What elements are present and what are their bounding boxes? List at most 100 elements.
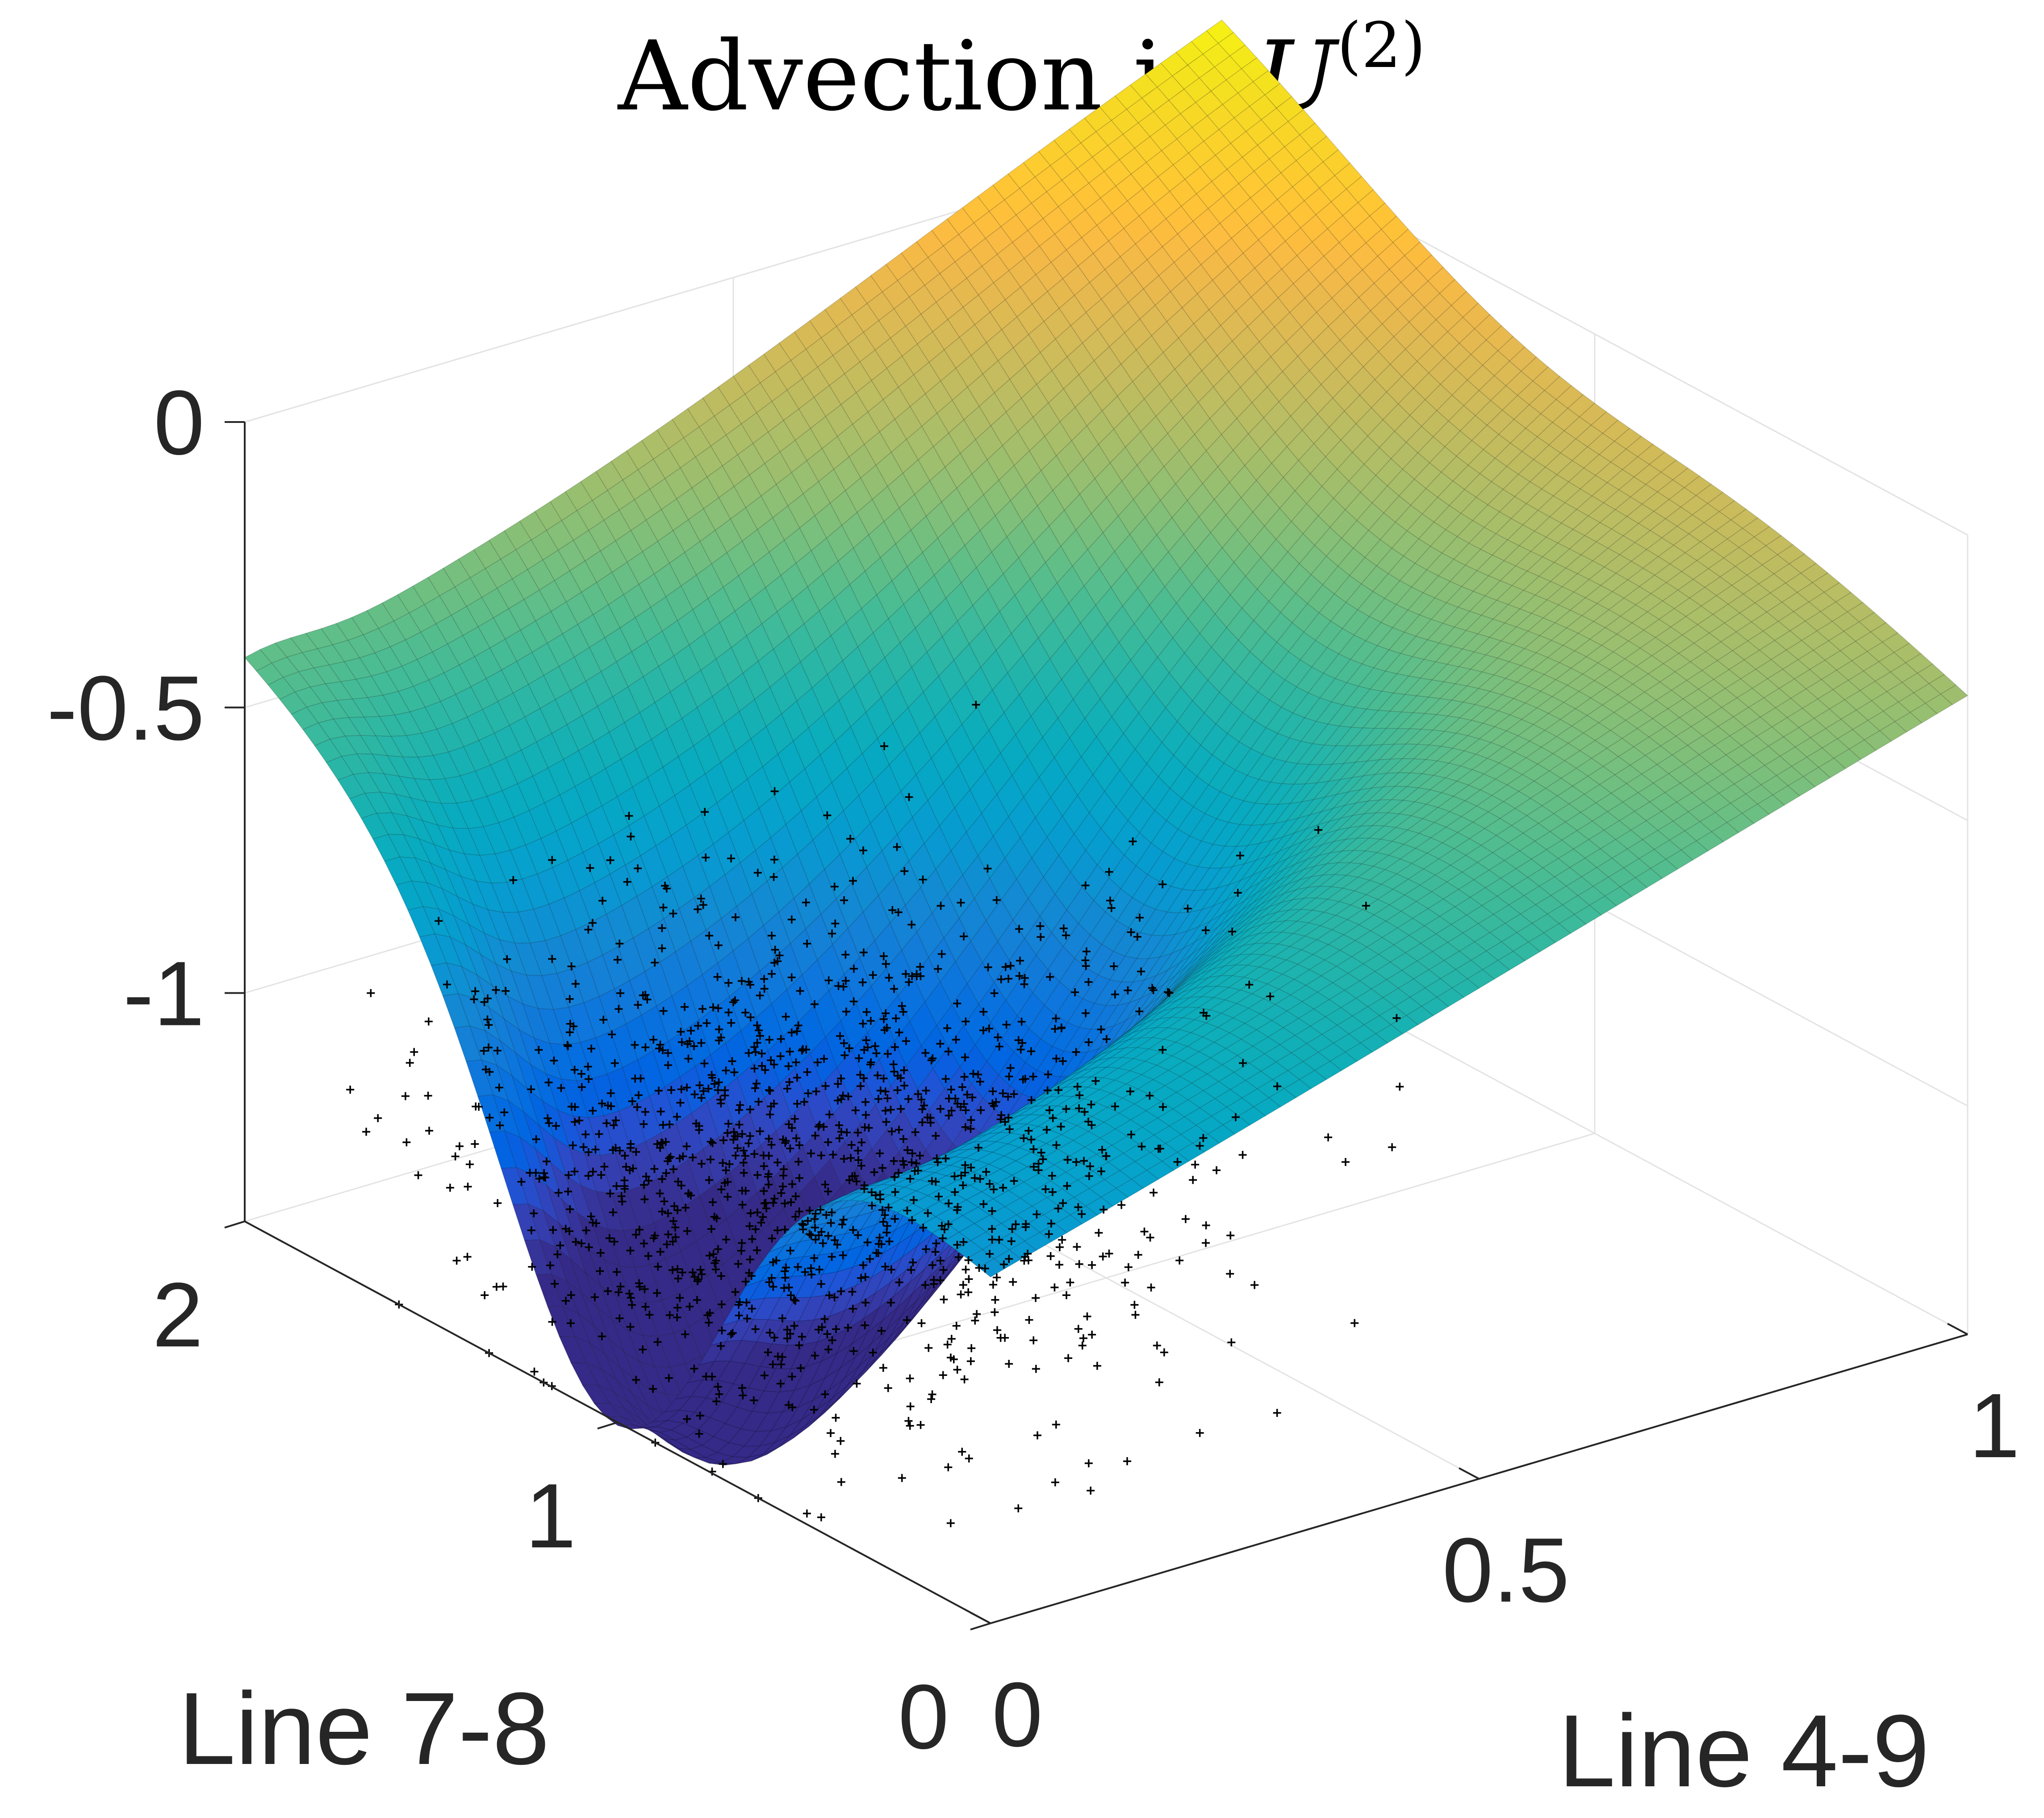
surface-cell — [1028, 321, 1056, 353]
surface-cell — [1307, 161, 1335, 189]
surface-cell — [1050, 776, 1078, 817]
scatter-point — [1051, 1478, 1059, 1487]
surface-cell — [1257, 671, 1286, 701]
surface-cell — [978, 282, 1006, 313]
surface-cell — [1188, 141, 1216, 168]
surface-cell — [451, 606, 479, 636]
surface-cell — [764, 451, 792, 485]
scatter-point — [837, 1478, 845, 1486]
scatter-point — [940, 1295, 948, 1304]
surface-cell — [1545, 452, 1573, 475]
scatter-point — [1095, 1229, 1103, 1237]
scatter-point — [362, 1128, 371, 1136]
surface-cell — [405, 631, 433, 660]
scatter-point — [1062, 1291, 1070, 1300]
surface-cell — [1355, 407, 1384, 437]
scatter-point — [832, 1413, 840, 1422]
scatter-point — [1149, 1188, 1158, 1197]
surface-cell — [1288, 200, 1317, 229]
surface-cell — [1415, 619, 1444, 640]
scatter-point — [1025, 1316, 1033, 1324]
surface-cell — [1587, 433, 1615, 455]
scatter-point — [452, 1256, 461, 1265]
surface-cell — [1214, 594, 1243, 628]
surface-cell — [836, 314, 864, 345]
surface-cell — [1100, 806, 1129, 844]
scatter-point — [916, 1421, 925, 1429]
surface-cell — [1052, 474, 1080, 511]
surface-cell — [1108, 228, 1136, 258]
surface-cell — [954, 789, 982, 833]
scatter-point — [803, 1509, 811, 1518]
surface-cell — [1400, 267, 1429, 296]
surface-cell — [1108, 854, 1137, 890]
surface-cell — [1254, 254, 1283, 284]
surface-cell — [626, 440, 654, 470]
surface-cell — [714, 405, 742, 436]
surface-cell — [804, 754, 832, 798]
surface-cell — [1114, 534, 1142, 571]
scatter-point — [836, 1437, 845, 1445]
scatter-point — [463, 1253, 472, 1261]
surface-cell — [600, 540, 628, 573]
surface-cell — [716, 790, 744, 833]
scatter-point — [1250, 1281, 1259, 1289]
surface-cell — [1438, 627, 1467, 647]
surface-cell — [447, 635, 475, 666]
surface-cell — [722, 454, 750, 487]
surface-cell — [1204, 223, 1232, 252]
surface-cell — [798, 397, 826, 429]
scatter-point — [924, 1344, 933, 1352]
surface-cell — [666, 718, 694, 757]
scatter-point — [1147, 1283, 1155, 1292]
scatter-point — [898, 1474, 906, 1482]
scatter-point — [928, 1390, 936, 1399]
scatter-point — [492, 1283, 501, 1291]
surface-cell — [1063, 374, 1091, 408]
scatter-point — [917, 1319, 926, 1327]
scatter-point — [1093, 1362, 1101, 1370]
scatter-point — [1342, 1158, 1350, 1166]
scatter-point — [965, 1275, 973, 1283]
surface-cell — [906, 426, 934, 461]
scatter-point — [1153, 1342, 1161, 1350]
scatter-point — [1009, 1278, 1017, 1286]
surface-cell — [1238, 720, 1267, 749]
surface-cell — [700, 658, 728, 697]
surface-cell — [562, 623, 590, 658]
scatter-point — [1087, 1486, 1095, 1495]
surface-cell — [1407, 592, 1436, 615]
surface-cell — [1190, 450, 1219, 485]
surface-cell — [1459, 328, 1487, 355]
surface-cell — [1002, 430, 1030, 466]
surface-cell — [1126, 97, 1154, 124]
surface-cell — [970, 238, 998, 267]
surface-cell — [986, 329, 1014, 362]
scatter-point — [1191, 1160, 1200, 1169]
surface-cell — [408, 604, 437, 633]
scatter-point — [1202, 1239, 1210, 1247]
surface-cell — [1334, 659, 1363, 683]
scatter-point — [1140, 1227, 1149, 1236]
scatter-point — [965, 1454, 973, 1463]
scatter-point — [1273, 1408, 1281, 1417]
scatter-point — [1074, 1325, 1083, 1333]
surface-cell — [389, 639, 418, 667]
surface-cell — [1156, 517, 1184, 553]
scatter-point — [530, 1367, 539, 1376]
surface-cell — [477, 617, 506, 649]
scatter-point — [1160, 1348, 1168, 1357]
surface-mesh — [244, 19, 1969, 1466]
surface-cell — [1042, 717, 1070, 759]
surface-cell — [1294, 473, 1323, 505]
surface-cell — [1130, 640, 1158, 678]
surface-cell — [1100, 185, 1128, 214]
surface-cell — [658, 655, 686, 693]
surface-cell — [650, 596, 678, 632]
surface-cell — [1260, 539, 1288, 571]
surface-cell — [359, 652, 387, 677]
surface-cell — [1304, 283, 1333, 313]
scatter-point — [1202, 1221, 1210, 1229]
scatter-point — [1001, 1333, 1009, 1342]
